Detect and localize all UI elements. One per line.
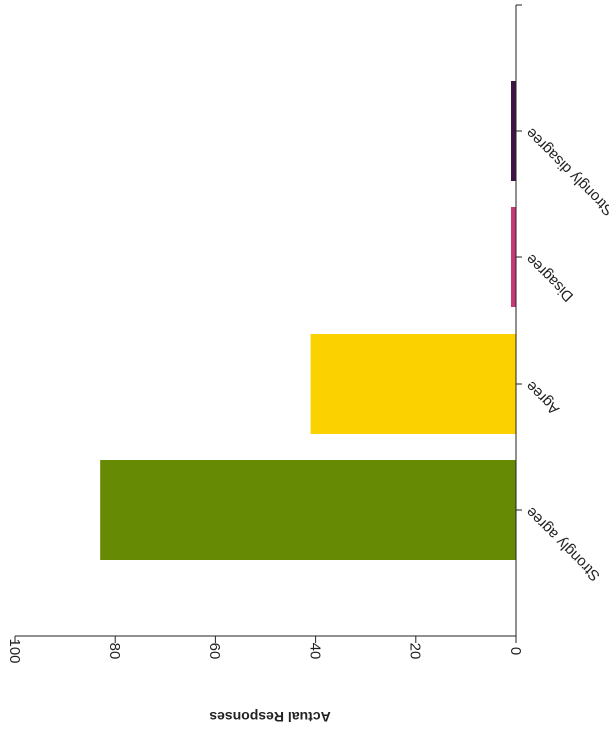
value-tick-label: 0 [507,647,524,655]
category-ticks-group: Strongly agree Agree Disagree Strongly disa… [516,4,609,584]
bar-strongly-disagree [510,81,516,181]
bar-disagree [510,207,516,307]
category-label-strongly-disagree: Strongly disagree [523,124,609,219]
category-label-agree: Agree [523,377,563,417]
bar-agree [310,334,516,434]
value-tick-label: 60 [206,643,223,660]
value-tick-label: 20 [407,643,424,660]
category-label-disagree: Disagree [523,250,577,304]
value-tick-label: 80 [106,643,123,660]
category-label-strongly-agree: Strongly agree [523,503,604,584]
bars-group [100,81,517,560]
value-tick-label: 100 [6,638,23,663]
value-tick-label: 40 [306,643,323,660]
value-ticks-group: 0 20 40 60 80 100 [6,636,524,664]
bar-strongly-agree [100,460,517,560]
y-axis-label: Actual Responses [209,709,331,725]
